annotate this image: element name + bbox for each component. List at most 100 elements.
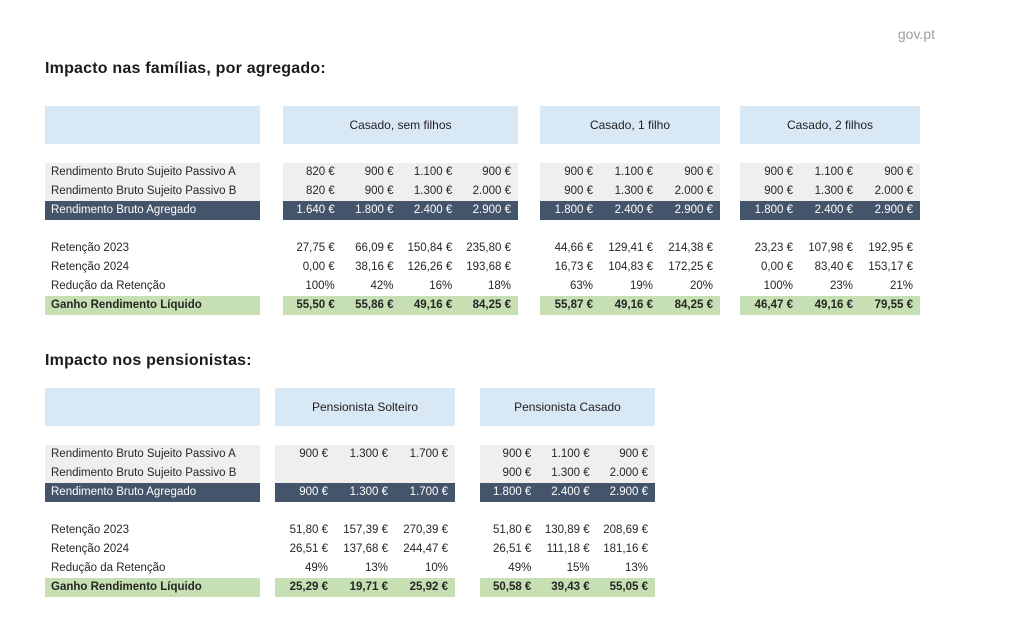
value-cell: 49% — [304, 562, 328, 574]
value-cell: 23,23 € — [754, 242, 793, 254]
value-cell: 1.100 € — [413, 166, 453, 178]
table-row: Retenção 2024 0,00 € 38,16 € 126,26 € 193,68… — [45, 258, 920, 277]
value-cell: 1.300 € — [413, 185, 453, 197]
value-group: 900 € 1.300 € 2.000 € — [740, 182, 920, 201]
value-cell: 55,87 € — [554, 299, 593, 311]
value-group: 900 € 1.300 € 1.700 € — [275, 445, 455, 464]
column-gap — [720, 258, 740, 277]
value-cell: 15% — [566, 562, 590, 574]
value-group: 49% 15% 13% — [480, 559, 655, 578]
value-cell: 214,38 € — [668, 242, 713, 254]
value-cell: 2.000 € — [674, 185, 713, 197]
header-label-box — [45, 388, 260, 426]
value-cell: 244,47 € — [403, 543, 448, 555]
value-group: 55,87 € 49,16 € 84,25 € — [540, 296, 720, 315]
value-group: 51,80 € 157,39 € 270,39 € — [275, 521, 455, 540]
value-cell: 900 € — [764, 166, 793, 178]
row-label: Rendimento Bruto Sujeito Passivo A — [45, 445, 260, 464]
column-gap — [720, 182, 740, 201]
section-title-pensionistas: Impacto nos pensionistas: — [45, 352, 252, 369]
row-label: Retenção 2023 — [51, 242, 130, 254]
value-group: 100% 23% 21% — [740, 277, 920, 296]
value-cell: 25,29 € — [289, 581, 328, 593]
table-row: Retenção 2023 51,80 € 157,39 € 270,39 €51,8… — [45, 521, 655, 540]
column-gap — [260, 182, 283, 201]
group-header: Casado, sem filhos — [283, 106, 518, 144]
value-cell: 2.900 € — [609, 486, 648, 498]
govpt-logo: gov.pt — [897, 26, 935, 42]
row-label: Rendimento Bruto Sujeito Passivo B — [45, 182, 260, 201]
value-cell: 0,00 € — [761, 261, 793, 273]
value-cell: 84,25 € — [472, 299, 511, 311]
value-cell: 2.900 € — [874, 204, 913, 216]
value-cell: 38,16 € — [355, 261, 394, 273]
value-cell: 84,25 € — [674, 299, 713, 311]
row-label: Rendimento Bruto Sujeito Passivo A — [45, 163, 260, 182]
value-group: 50,58 € 39,43 € 55,05 € — [480, 578, 655, 597]
value-group: 820 € 900 € 1.100 € 900 € — [283, 163, 518, 182]
column-gap — [518, 258, 540, 277]
value-cell: 2.000 € — [472, 185, 511, 197]
group-header: Casado, 1 filho — [540, 106, 720, 144]
column-gap — [518, 239, 540, 258]
value-cell: 1.300 € — [349, 448, 388, 460]
value-cell: 2.400 € — [413, 204, 453, 216]
value-cell: 270,39 € — [403, 524, 448, 536]
column-gap — [260, 163, 283, 182]
column-gap — [518, 182, 540, 201]
value-cell: 44,66 € — [554, 242, 593, 254]
value-cell: 51,80 € — [289, 524, 328, 536]
column-gap — [260, 277, 283, 296]
table-header-row: Pensionista Solteiro Pensionista Casado — [45, 388, 655, 426]
value-cell: 192,95 € — [868, 242, 913, 254]
value-cell: 1.700 € — [409, 486, 448, 498]
value-cell: 49,16 € — [814, 299, 853, 311]
row-label: Redução da Retenção — [51, 562, 166, 574]
column-gap — [260, 201, 283, 220]
value-group: 46,47 € 49,16 € 79,55 € — [740, 296, 920, 315]
column-gap — [720, 277, 740, 296]
value-cell: 900 € — [299, 448, 328, 460]
column-gap — [720, 296, 740, 315]
column-gap — [518, 201, 540, 220]
column-gap — [455, 464, 480, 483]
value-cell: 900 € — [364, 166, 394, 178]
value-cell: 129,41 € — [608, 242, 653, 254]
value-group: 1.800 € 2.400 € 2.900 € — [740, 201, 920, 220]
column-gap — [260, 445, 275, 464]
column-gap — [455, 540, 480, 559]
value-cell: 2.400 € — [614, 204, 653, 216]
value-cell: 55,86 € — [355, 299, 394, 311]
value-cell: 157,39 € — [343, 524, 388, 536]
value-cell: 137,68 € — [343, 543, 388, 555]
value-group: 16,73 € 104,83 € 172,25 € — [540, 258, 720, 277]
group-header: Pensionista Solteiro — [275, 388, 455, 426]
value-cell: 49% — [508, 562, 532, 574]
value-cell: 42% — [370, 280, 394, 292]
row-label: Retenção 2023 — [51, 524, 130, 536]
column-gap — [260, 559, 275, 578]
value-cell: 19,71 € — [349, 581, 388, 593]
value-cell: 16,73 € — [554, 261, 593, 273]
value-cell: 20% — [689, 280, 713, 292]
column-gap — [720, 163, 740, 182]
value-cell: 1.300 € — [349, 486, 388, 498]
value-cell: 49,16 € — [413, 299, 453, 311]
value-cell: 49,16 € — [614, 299, 653, 311]
value-cell: 16% — [429, 280, 453, 292]
value-group: 900 € 1.100 € 900 € — [480, 445, 655, 464]
value-cell: 79,55 € — [874, 299, 913, 311]
table-row: Ganho Rendimento Líquido 25,29 €19,71 €25… — [45, 578, 655, 597]
value-cell: 1.300 € — [551, 467, 590, 479]
column-gap — [455, 521, 480, 540]
value-cell: 1.100 € — [614, 166, 653, 178]
table-row: Ganho Rendimento Líquido 55,50 € 55,86 € 49… — [45, 296, 920, 315]
table-row: Rendimento Bruto Agregado 1.640 € 1.800 € 2… — [45, 201, 920, 220]
value-cell: 2.900 € — [472, 204, 511, 216]
value-cell — [275, 464, 335, 483]
column-gap — [260, 388, 275, 426]
column-gap — [455, 388, 480, 426]
value-cell — [335, 464, 395, 483]
column-gap — [260, 483, 275, 502]
value-cell: 1.800 € — [754, 204, 793, 216]
